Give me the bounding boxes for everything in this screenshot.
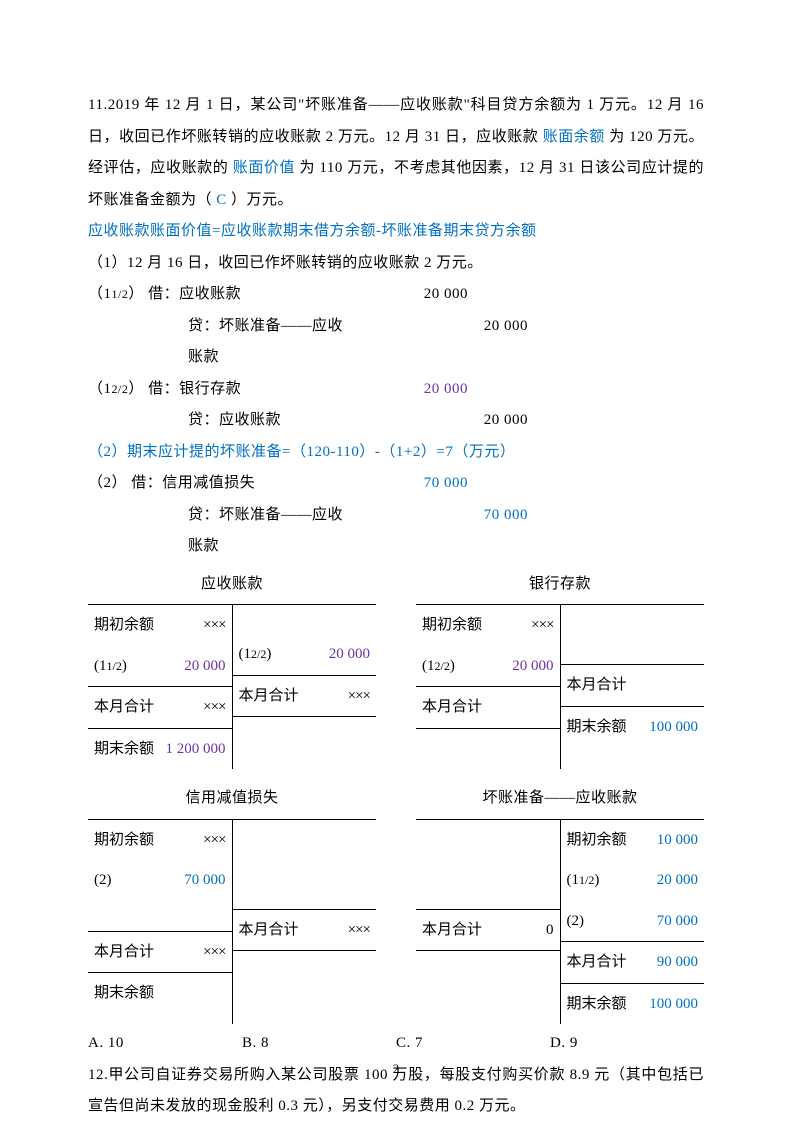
cell-value: 20 000: [184, 652, 225, 681]
ledger-title-credit-loss: 信用减值损失: [88, 783, 376, 815]
cell-label: 期初余额: [94, 826, 154, 855]
cell-label: 期末余额: [567, 713, 627, 742]
je-amount: 20 000: [424, 381, 468, 397]
cell-value: ×××: [203, 938, 225, 967]
cell-label: 期末余额: [94, 979, 154, 1008]
cell-value: 0: [546, 916, 554, 945]
cell-value: 10 000: [657, 826, 698, 855]
journal-entry-3-1: （2） 借：信用减值损失 70 000: [88, 468, 704, 500]
cell-label: 期初余额: [567, 826, 627, 855]
journal-entry-2-1: （12/2） 借：银行存款 20 000: [88, 374, 704, 406]
ledger-title-bank: 银行存款: [416, 569, 704, 601]
cell-label: (12/2): [422, 652, 455, 681]
je-amount: 20 000: [424, 286, 468, 302]
ledger-row-2: 期初余额 ××× (2) 70 000 本月合计 ××× 期末余额 本月合计 ××× 本…: [88, 819, 704, 1025]
ledger-bad-debt: 本月合计0 期初余额10 000 (11/2)20 000 (2)70 000 …: [416, 819, 704, 1025]
cell-value: ×××: [531, 611, 553, 640]
cell-value: 20 000: [329, 640, 370, 669]
cell-value: ×××: [203, 611, 225, 640]
journal-entry-1-2: 贷：坏账准备——应收账款 20 000: [88, 311, 704, 374]
je-amount: 20 000: [484, 318, 528, 334]
je-label: 借：信用减值损失: [127, 475, 255, 491]
q11-text: 11.2019 年 12 月 1 日，某公司"坏账准备——应收账款"科目贷方余额…: [88, 90, 704, 216]
ledger-ar: 期初余额 ××× (11/2) 20 000 本月合计 ××× 期末余额 1 200 0…: [88, 604, 376, 769]
cell-label: 本月合计: [239, 916, 299, 945]
ledger-credit-loss: 期初余额 ××× (2) 70 000 本月合计 ××× 期末余额 本月合计 ×××: [88, 819, 376, 1025]
cell-label: 本月合计: [567, 948, 627, 977]
je-amount: 70 000: [484, 507, 528, 523]
je-amount: 70 000: [424, 475, 468, 491]
cell-value: 100 000: [649, 713, 698, 742]
je-label: 贷：坏账准备——应收账款: [188, 507, 343, 555]
cell-value: 20 000: [657, 866, 698, 895]
journal-entry-2-2: 贷：应收账款 20 000: [88, 405, 704, 437]
cell-label: (2): [567, 907, 585, 936]
je-prefix: （1: [88, 286, 112, 302]
q11-blue-1: 账面余额: [543, 129, 605, 145]
cell-value: 20 000: [512, 652, 553, 681]
cell-label: 本月合计: [422, 693, 482, 722]
q11-blue-2: 账面价值: [233, 160, 295, 176]
ledger-title-baddebt: 坏账准备——应收账款: [416, 783, 704, 815]
cell-label: (2): [94, 866, 112, 895]
cell-value: 100 000: [649, 990, 698, 1019]
q11-formula: 应收账款账面价值=应收账款期末借方余额-坏账准备期末贷方余额: [88, 216, 704, 248]
cell-value: ×××: [348, 682, 370, 711]
cell-label: 本月合计: [567, 671, 627, 700]
cell-label: 本月合计: [94, 938, 154, 967]
cell-label: 本月合计: [422, 916, 482, 945]
journal-entry-1-1: （11/2） 借：应收账款 20 000: [88, 279, 704, 311]
cell-label: (11/2): [94, 652, 127, 681]
q11-step1: （1）12 月 16 日，收回已作坏账转销的应收账款 2 万元。: [88, 248, 704, 280]
je-prefix: （1: [88, 381, 112, 397]
cell-label: 本月合计: [94, 693, 154, 722]
je-prefix: （2）: [88, 475, 127, 491]
q11-answer: C: [216, 192, 227, 208]
cell-value: ×××: [348, 916, 370, 945]
cell-value: ×××: [203, 693, 225, 722]
je-label: 贷：应收账款: [188, 412, 281, 428]
cell-label: 期末余额: [567, 990, 627, 1019]
cell-value: 90 000: [657, 948, 698, 977]
cell-label: 期初余额: [422, 611, 482, 640]
cell-value: 1 200 000: [166, 735, 226, 764]
ledger-titles-row-1: 应收账款 银行存款: [88, 569, 704, 601]
journal-entry-3-2: 贷：坏账准备——应收账款 70 000: [88, 500, 704, 563]
cell-value: ×××: [203, 826, 225, 855]
je-label: 贷：坏账准备——应收账款: [188, 318, 343, 366]
je-label: ） 借：应收账款: [128, 286, 241, 302]
cell-label: (11/2): [567, 866, 600, 895]
ledger-title-ar: 应收账款: [88, 569, 376, 601]
je-label: ） 借：银行存款: [128, 381, 241, 397]
q11-step2-calc: （2）期末应计提的坏账准备=（120-110）-（1+2）=7（万元）: [88, 437, 704, 469]
cell-label: 期末余额: [94, 735, 154, 764]
page-number: 2: [0, 1055, 792, 1082]
cell-label: 期初余额: [94, 611, 154, 640]
je-amount: 20 000: [484, 412, 528, 428]
ledger-bank: 期初余额 ××× (12/2) 20 000 本月合计 本月合计 期末余额 100 0…: [416, 604, 704, 769]
je-frac: 1/2: [112, 287, 129, 301]
cell-label: (12/2): [239, 640, 272, 669]
je-frac: 2/2: [112, 382, 129, 396]
cell-label: 本月合计: [239, 682, 299, 711]
ledger-titles-row-2: 信用减值损失 坏账准备——应收账款: [88, 783, 704, 815]
cell-value: 70 000: [184, 866, 225, 895]
ledger-row-1: 期初余额 ××× (11/2) 20 000 本月合计 ××× 期末余额 1 200 0…: [88, 604, 704, 769]
cell-value: 70 000: [657, 907, 698, 936]
q11-part-g: ）万元。: [231, 192, 293, 208]
